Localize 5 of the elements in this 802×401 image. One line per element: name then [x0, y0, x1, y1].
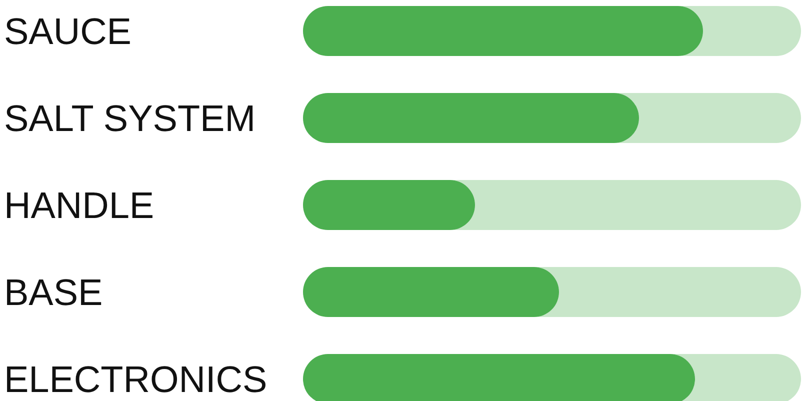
y-tick-label: SAUCE: [4, 11, 132, 52]
y-tick-label: HANDLE: [4, 185, 154, 226]
y-tick-label: BASE: [4, 272, 103, 313]
y-tick-label: ELECTRONICS: [4, 359, 268, 400]
y-tick-label: SALT SYSTEM: [4, 98, 256, 139]
